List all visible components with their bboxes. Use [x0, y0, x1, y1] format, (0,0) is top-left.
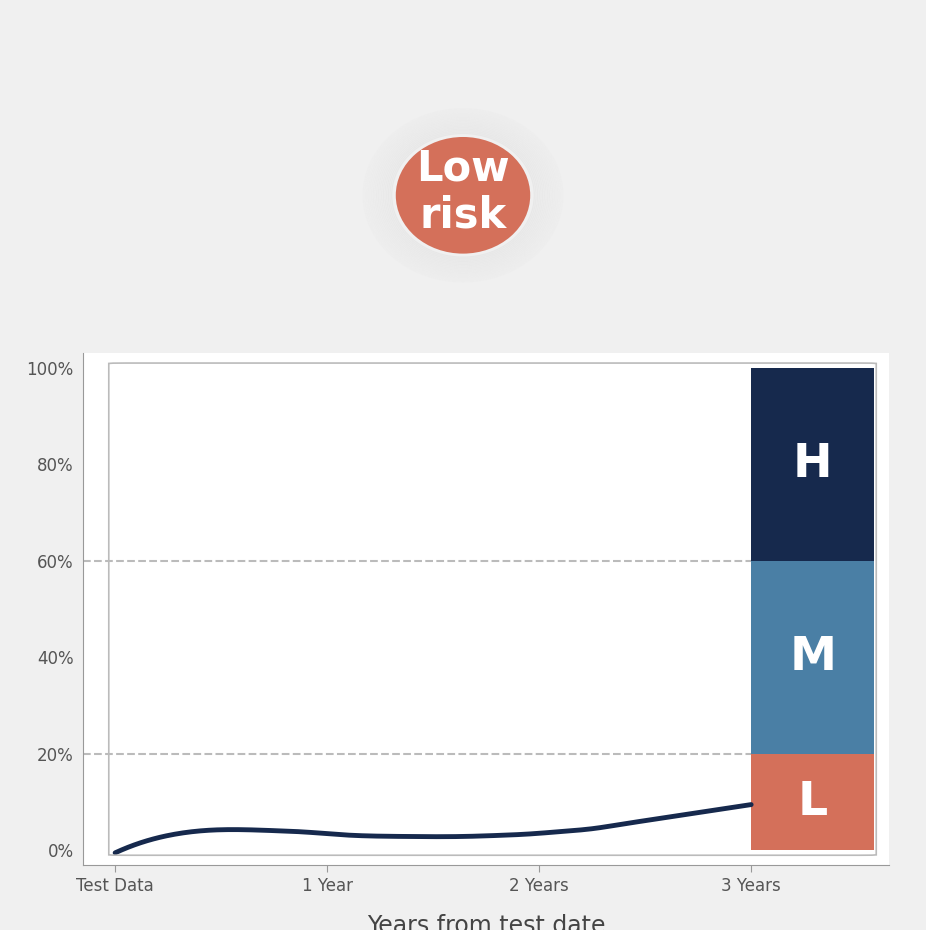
Text: H: H — [793, 442, 832, 487]
Text: L: L — [797, 779, 828, 825]
Text: M: M — [789, 635, 836, 680]
Circle shape — [395, 137, 531, 254]
X-axis label: Years from test date: Years from test date — [367, 914, 606, 930]
Text: Low
risk: Low risk — [416, 147, 510, 236]
